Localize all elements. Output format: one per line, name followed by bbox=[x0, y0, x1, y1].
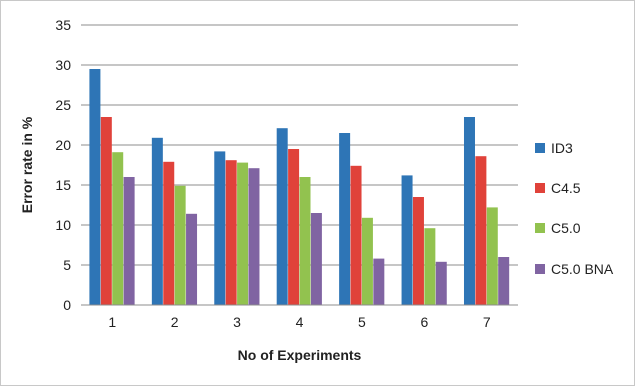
bar-c5-0-bna-5 bbox=[373, 258, 385, 305]
y-axis-title: Error rate in % bbox=[19, 116, 35, 213]
bar-c4-5-7 bbox=[475, 156, 487, 305]
x-tick-label: 4 bbox=[296, 314, 304, 330]
legend: ID3 C4.5 C5.0 C5.0 BNA bbox=[535, 140, 614, 277]
bar-c4-5-5 bbox=[350, 165, 362, 305]
y-tick-label: 25 bbox=[55, 97, 71, 113]
bar-c4-5-3 bbox=[225, 160, 237, 305]
bar-c5-0-3 bbox=[237, 162, 249, 305]
legend-swatch bbox=[535, 183, 545, 193]
bar-c5-0-2 bbox=[174, 185, 186, 305]
legend-label: C5.0 BNA bbox=[551, 261, 614, 277]
bar-c5-0-bna-7 bbox=[498, 257, 510, 305]
x-tick-label: 3 bbox=[233, 314, 241, 330]
bar-c5-0-5 bbox=[361, 217, 373, 305]
bar-c5-0-6 bbox=[424, 228, 436, 305]
x-axis-ticks: 1 2 3 4 5 6 7 bbox=[108, 314, 491, 330]
bar-id3-6 bbox=[401, 175, 413, 305]
y-tick-label: 35 bbox=[55, 17, 71, 33]
bar-c5-0-4 bbox=[299, 177, 311, 305]
x-tick-label: 7 bbox=[483, 314, 491, 330]
y-tick-label: 5 bbox=[63, 257, 71, 273]
x-tick-label: 5 bbox=[358, 314, 366, 330]
y-tick-label: 20 bbox=[55, 137, 71, 153]
legend-label: C4.5 bbox=[551, 180, 581, 196]
bar-id3-1 bbox=[89, 69, 101, 305]
y-tick-label: 15 bbox=[55, 177, 71, 193]
bar-c5-0-7 bbox=[486, 207, 498, 305]
y-axis-ticks: 0 5 10 15 20 25 30 35 bbox=[55, 17, 71, 313]
bar-c4-5-4 bbox=[288, 149, 300, 305]
legend-swatch bbox=[535, 143, 545, 153]
y-tick-label: 0 bbox=[63, 297, 71, 313]
bar-id3-7 bbox=[463, 117, 475, 305]
bar-c5-0-bna-3 bbox=[248, 168, 260, 305]
y-tick-label: 10 bbox=[55, 217, 71, 233]
legend-swatch bbox=[535, 264, 545, 274]
x-tick-label: 2 bbox=[171, 314, 179, 330]
bar-c5-0-bna-1 bbox=[123, 177, 135, 305]
bar-c5-0-1 bbox=[112, 152, 124, 305]
legend-label: C5.0 bbox=[551, 220, 581, 236]
legend-label: ID3 bbox=[551, 140, 573, 156]
x-tick-label: 6 bbox=[420, 314, 428, 330]
bar-id3-3 bbox=[214, 151, 226, 305]
bar-id3-5 bbox=[339, 133, 351, 305]
bar-c4-5-6 bbox=[412, 197, 424, 305]
bar-c4-5-1 bbox=[100, 117, 112, 305]
bars bbox=[89, 69, 510, 305]
y-tick-label: 30 bbox=[55, 57, 71, 73]
x-axis-title: No of Experiments bbox=[238, 347, 362, 363]
bar-c5-0-bna-4 bbox=[310, 213, 322, 305]
bar-c5-0-bna-2 bbox=[186, 213, 198, 305]
x-tick-label: 1 bbox=[108, 314, 116, 330]
bar-c4-5-2 bbox=[163, 161, 175, 305]
bar-id3-2 bbox=[151, 137, 163, 305]
legend-swatch bbox=[535, 223, 545, 233]
bar-c5-0-bna-6 bbox=[435, 261, 447, 305]
bar-id3-4 bbox=[276, 128, 288, 305]
